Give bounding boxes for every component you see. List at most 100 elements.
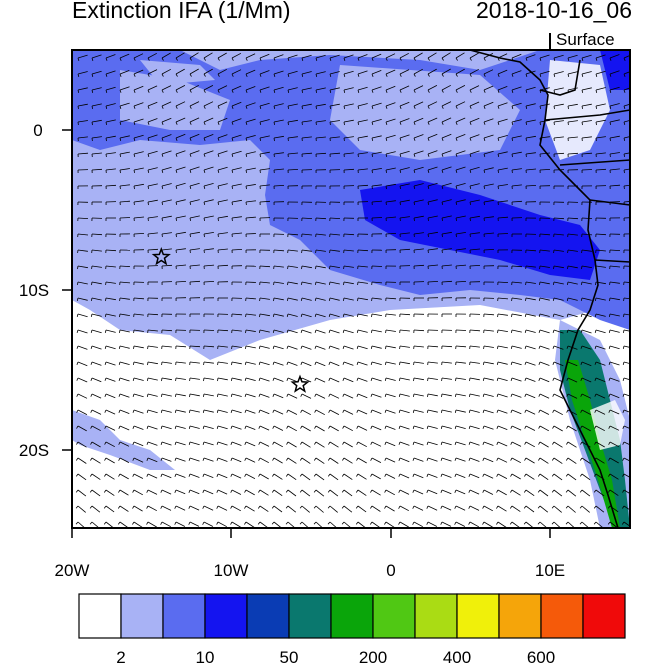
wind-barb-tail [551,457,555,461]
wind-barb [511,53,522,59]
wind-barb [623,119,630,123]
wind-barb [273,489,283,497]
wind-barb [217,505,228,511]
wind-barb [119,393,130,398]
wind-barb [119,297,130,300]
wind-barb-tail [581,281,583,285]
wind-barb-tail [482,521,485,525]
wind-barb [567,505,576,513]
wind-barb [245,118,256,123]
wind-barb-tail [161,393,163,397]
wind-barb [315,71,326,75]
wind-barb-tail [104,425,107,429]
wind-barb-tail [287,89,290,93]
wind-barb-tail [483,121,486,125]
wind-barb [371,184,382,187]
wind-barb [427,85,438,91]
wind-barb [91,393,102,399]
wind-barb-tail [608,441,611,445]
wind-barb [259,361,270,366]
wind-barb [441,345,453,348]
wind-barb-tail [285,489,289,493]
wind-barb [161,505,172,511]
wind-barb-tail [496,361,499,365]
wind-barb-tail [483,137,486,142]
wind-barb [357,425,368,431]
wind-barb-tail [118,345,121,349]
wind-barb [371,393,382,398]
wind-barb [77,265,88,269]
wind-barb-tail [132,377,135,382]
wind-barb-tail [300,361,303,365]
wind-barb-tail [272,377,275,381]
wind-barb-tail [399,153,402,158]
wind-barb-tail [566,393,569,397]
wind-barb-tail [538,377,541,381]
wind-barb [455,441,466,446]
wind-barb-tail [469,185,472,189]
wind-barb-tail [258,425,261,429]
wind-barb-tail [594,409,597,413]
wind-barb [245,151,256,155]
wind-barb [581,489,591,497]
wind-barb [357,329,368,333]
wind-barb [581,87,592,91]
wind-barb [301,441,311,448]
wind-barb-tail [188,457,191,461]
wind-barb-tail [327,505,331,509]
wind-barb-tail [300,297,303,301]
wind-barb [147,425,158,430]
wind-barb [315,217,327,220]
wind-barb [245,53,256,59]
star-marker-2 [290,374,310,393]
wind-barb [161,345,172,348]
wind-barb-tail [189,169,192,174]
wind-barb [161,215,172,219]
wind-barb-tail [523,521,527,525]
wind-barb-tail [230,521,233,525]
wind-barb [539,70,550,75]
wind-barb [77,120,88,123]
wind-barb [105,473,115,480]
wind-barb-tail [469,393,471,397]
colorbar-swatch [120,593,164,639]
wind-barb [203,345,215,348]
wind-barb-tail [523,489,527,493]
wind-barb-tail [455,105,458,109]
wind-barb-tail [483,169,486,173]
wind-barb [245,86,256,91]
wind-barb-tail [160,457,163,461]
wind-barb-tail [510,361,513,366]
wind-barb [231,521,241,528]
wind-barb [203,329,215,331]
wind-barb [147,361,158,365]
wind-barb-tail [566,409,569,413]
wind-barb-tail [357,57,360,61]
wind-barb [301,265,312,269]
wind-barb [623,87,630,91]
wind-barb [217,377,228,381]
wind-barb-tail [160,441,163,446]
wind-barb-tail [147,89,150,93]
wind-barb [315,409,325,416]
wind-barb-tail [314,409,317,413]
wind-barb [595,329,606,334]
wind-barb-tail [468,409,471,413]
wind-barb-tail [426,473,429,477]
wind-barb [427,199,438,203]
wind-barb-tail [203,201,206,205]
wind-barb-tail [217,217,219,222]
wind-barb [315,505,324,513]
wind-barb-tail [146,489,149,493]
wind-barb [553,297,564,301]
wind-barb [581,377,592,383]
wind-barb [567,473,577,481]
level-marker [549,33,551,50]
wind-barb-tail [327,473,331,477]
wind-barb-tail [593,505,597,509]
wind-barb-tail [272,329,275,333]
wind-barb-tail [355,505,359,509]
wind-barb [287,313,298,317]
wind-barb-tail [552,313,555,318]
wind-barb [161,183,172,187]
